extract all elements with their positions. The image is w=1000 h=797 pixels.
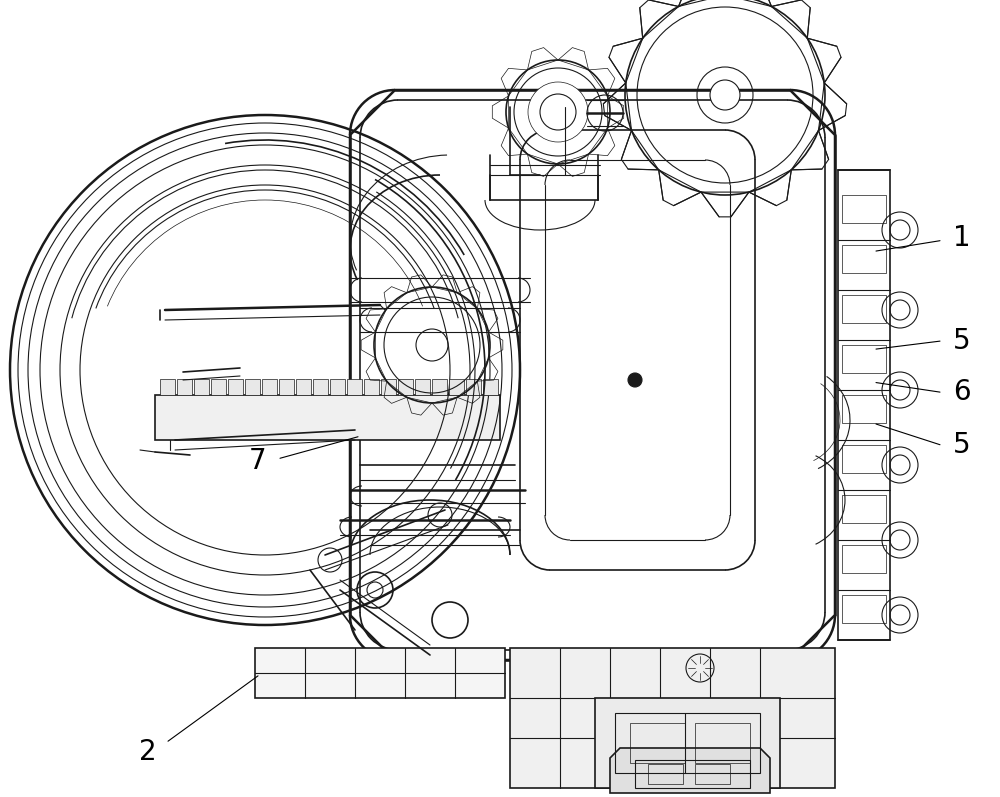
Polygon shape: [211, 379, 226, 395]
Polygon shape: [279, 379, 294, 395]
Polygon shape: [595, 698, 780, 788]
Polygon shape: [432, 379, 447, 395]
Text: 5: 5: [953, 430, 971, 459]
Text: 6: 6: [953, 378, 971, 406]
Bar: [842, 245, 886, 273]
Text: 5: 5: [953, 327, 971, 355]
Polygon shape: [415, 379, 430, 395]
Polygon shape: [364, 379, 379, 395]
Polygon shape: [194, 379, 209, 395]
Polygon shape: [838, 170, 890, 640]
Bar: [842, 345, 886, 373]
Polygon shape: [255, 648, 505, 698]
Bar: [635, 760, 750, 788]
Bar: [842, 195, 886, 223]
Bar: [842, 395, 886, 423]
Polygon shape: [610, 748, 770, 793]
Polygon shape: [177, 379, 192, 395]
Polygon shape: [449, 379, 464, 395]
Polygon shape: [510, 648, 835, 788]
Polygon shape: [347, 379, 362, 395]
Bar: [648, 764, 683, 784]
Circle shape: [528, 82, 588, 142]
Bar: [695, 764, 730, 784]
Polygon shape: [228, 379, 243, 395]
Polygon shape: [245, 379, 260, 395]
Polygon shape: [155, 395, 500, 440]
Polygon shape: [381, 379, 396, 395]
Polygon shape: [160, 379, 175, 395]
Polygon shape: [483, 379, 498, 395]
Bar: [842, 595, 886, 623]
Polygon shape: [313, 379, 328, 395]
Bar: [842, 445, 886, 473]
Polygon shape: [296, 379, 311, 395]
Circle shape: [10, 115, 520, 625]
Circle shape: [710, 80, 740, 110]
Text: 7: 7: [249, 446, 267, 475]
Text: 1: 1: [953, 223, 971, 252]
Bar: [842, 495, 886, 523]
Polygon shape: [330, 379, 345, 395]
Polygon shape: [262, 379, 277, 395]
Text: 2: 2: [139, 738, 157, 767]
Polygon shape: [466, 379, 481, 395]
Bar: [615, 713, 760, 773]
Bar: [630, 723, 685, 763]
Bar: [695, 723, 750, 763]
Polygon shape: [398, 379, 413, 395]
Bar: [842, 545, 886, 573]
Circle shape: [628, 373, 642, 387]
Bar: [842, 295, 886, 323]
Polygon shape: [350, 90, 835, 660]
